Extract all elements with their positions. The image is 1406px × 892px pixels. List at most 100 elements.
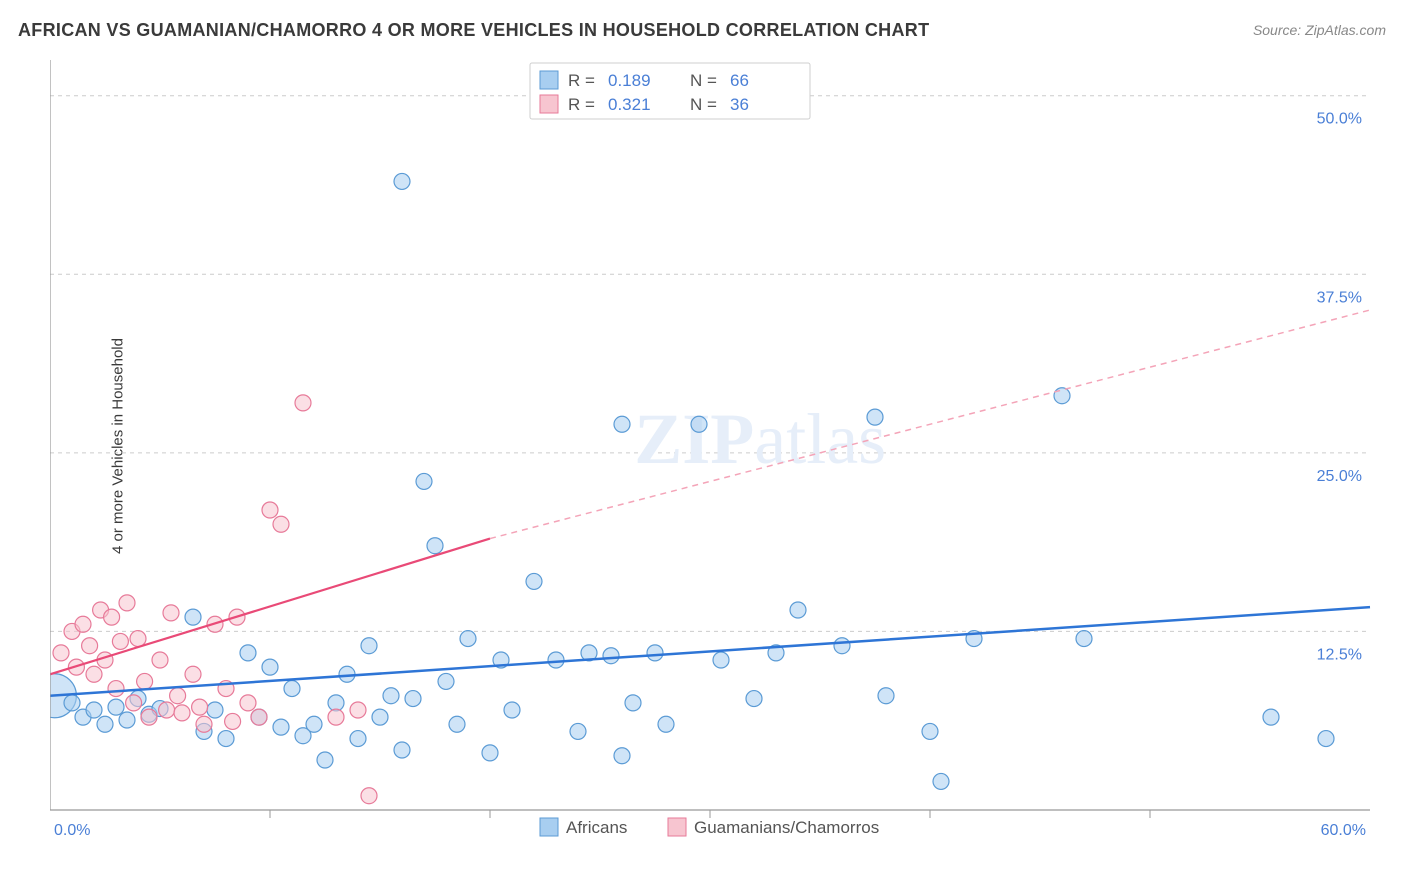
scatter-point: [112, 633, 128, 649]
scatter-point: [867, 409, 883, 425]
scatter-point: [614, 416, 630, 432]
scatter-point: [526, 573, 542, 589]
scatter-point: [86, 702, 102, 718]
bottom-legend-label: Africans: [566, 818, 627, 837]
scatter-plot: 12.5%25.0%37.5%50.0%ZIPatlas0.0%60.0%R =…: [50, 55, 1390, 840]
scatter-point: [97, 716, 113, 732]
scatter-point: [306, 716, 322, 732]
scatter-point: [1263, 709, 1279, 725]
scatter-point: [427, 538, 443, 554]
scatter-point: [691, 416, 707, 432]
scatter-point: [141, 709, 157, 725]
legend-r-label: R =: [568, 71, 595, 90]
scatter-point: [64, 695, 80, 711]
scatter-point: [152, 652, 168, 668]
scatter-point: [163, 605, 179, 621]
scatter-point: [126, 695, 142, 711]
scatter-point: [504, 702, 520, 718]
scatter-point: [383, 688, 399, 704]
legend-r-label-2: R =: [568, 95, 595, 114]
scatter-point: [449, 716, 465, 732]
scatter-point: [240, 645, 256, 661]
scatter-point: [273, 516, 289, 532]
scatter-point: [185, 666, 201, 682]
scatter-point: [713, 652, 729, 668]
scatter-point: [790, 602, 806, 618]
scatter-point: [86, 666, 102, 682]
scatter-point: [75, 616, 91, 632]
scatter-point: [405, 691, 421, 707]
legend-swatch-africans: [540, 71, 558, 89]
scatter-point: [53, 645, 69, 661]
trend-line-guamanians: [50, 539, 490, 675]
scatter-point: [159, 702, 175, 718]
x-start-label: 0.0%: [54, 822, 90, 839]
source-value: ZipAtlas.com: [1305, 22, 1386, 38]
legend-n-label: N =: [690, 71, 717, 90]
scatter-point: [878, 688, 894, 704]
scatter-point: [328, 695, 344, 711]
scatter-point: [1054, 388, 1070, 404]
scatter-point: [746, 691, 762, 707]
scatter-point: [119, 712, 135, 728]
y-tick-label: 12.5%: [1317, 646, 1362, 663]
scatter-point: [625, 695, 641, 711]
scatter-point: [207, 702, 223, 718]
scatter-point: [130, 631, 146, 647]
scatter-point: [137, 673, 153, 689]
scatter-point: [218, 731, 234, 747]
x-end-label: 60.0%: [1321, 822, 1366, 839]
scatter-point: [119, 595, 135, 611]
legend-n-value-guamanians: 36: [730, 95, 749, 114]
scatter-point: [170, 688, 186, 704]
scatter-point: [104, 609, 120, 625]
scatter-point: [933, 773, 949, 789]
scatter-point: [317, 752, 333, 768]
legend-r-value-africans: 0.189: [608, 71, 651, 90]
scatter-point: [108, 681, 124, 697]
scatter-point: [251, 709, 267, 725]
scatter-point: [372, 709, 388, 725]
scatter-point: [284, 681, 300, 697]
scatter-point: [548, 652, 564, 668]
scatter-point: [1318, 731, 1334, 747]
bottom-legend-label: Guamanians/Chamorros: [694, 818, 879, 837]
scatter-point: [614, 748, 630, 764]
scatter-point: [192, 699, 208, 715]
scatter-point: [82, 638, 98, 654]
bottom-legend-swatch: [540, 818, 558, 836]
legend-n-value-africans: 66: [730, 71, 749, 90]
scatter-point: [108, 699, 124, 715]
scatter-point: [225, 713, 241, 729]
legend-n-label-2: N =: [690, 95, 717, 114]
scatter-point: [240, 695, 256, 711]
scatter-point: [416, 473, 432, 489]
scatter-point: [922, 723, 938, 739]
legend-r-value-guamanians: 0.321: [608, 95, 651, 114]
scatter-point: [350, 731, 366, 747]
chart-container: AFRICAN VS GUAMANIAN/CHAMORRO 4 OR MORE …: [0, 0, 1406, 892]
y-tick-label: 25.0%: [1317, 468, 1362, 485]
scatter-point: [1076, 631, 1092, 647]
scatter-point: [570, 723, 586, 739]
source-attribution: Source: ZipAtlas.com: [1253, 22, 1386, 38]
scatter-point: [361, 638, 377, 654]
bottom-legend-swatch: [668, 818, 686, 836]
scatter-point: [647, 645, 663, 661]
scatter-point: [460, 631, 476, 647]
scatter-point: [482, 745, 498, 761]
y-tick-label: 50.0%: [1317, 111, 1362, 128]
chart-title: AFRICAN VS GUAMANIAN/CHAMORRO 4 OR MORE …: [18, 20, 929, 41]
scatter-point: [262, 659, 278, 675]
scatter-point: [361, 788, 377, 804]
scatter-point: [394, 173, 410, 189]
scatter-point: [174, 705, 190, 721]
scatter-point: [262, 502, 278, 518]
scatter-point: [273, 719, 289, 735]
legend-swatch-guamanians: [540, 95, 558, 113]
scatter-point: [603, 648, 619, 664]
scatter-point: [658, 716, 674, 732]
source-label: Source:: [1253, 22, 1305, 38]
scatter-point: [196, 716, 212, 732]
scatter-point: [394, 742, 410, 758]
